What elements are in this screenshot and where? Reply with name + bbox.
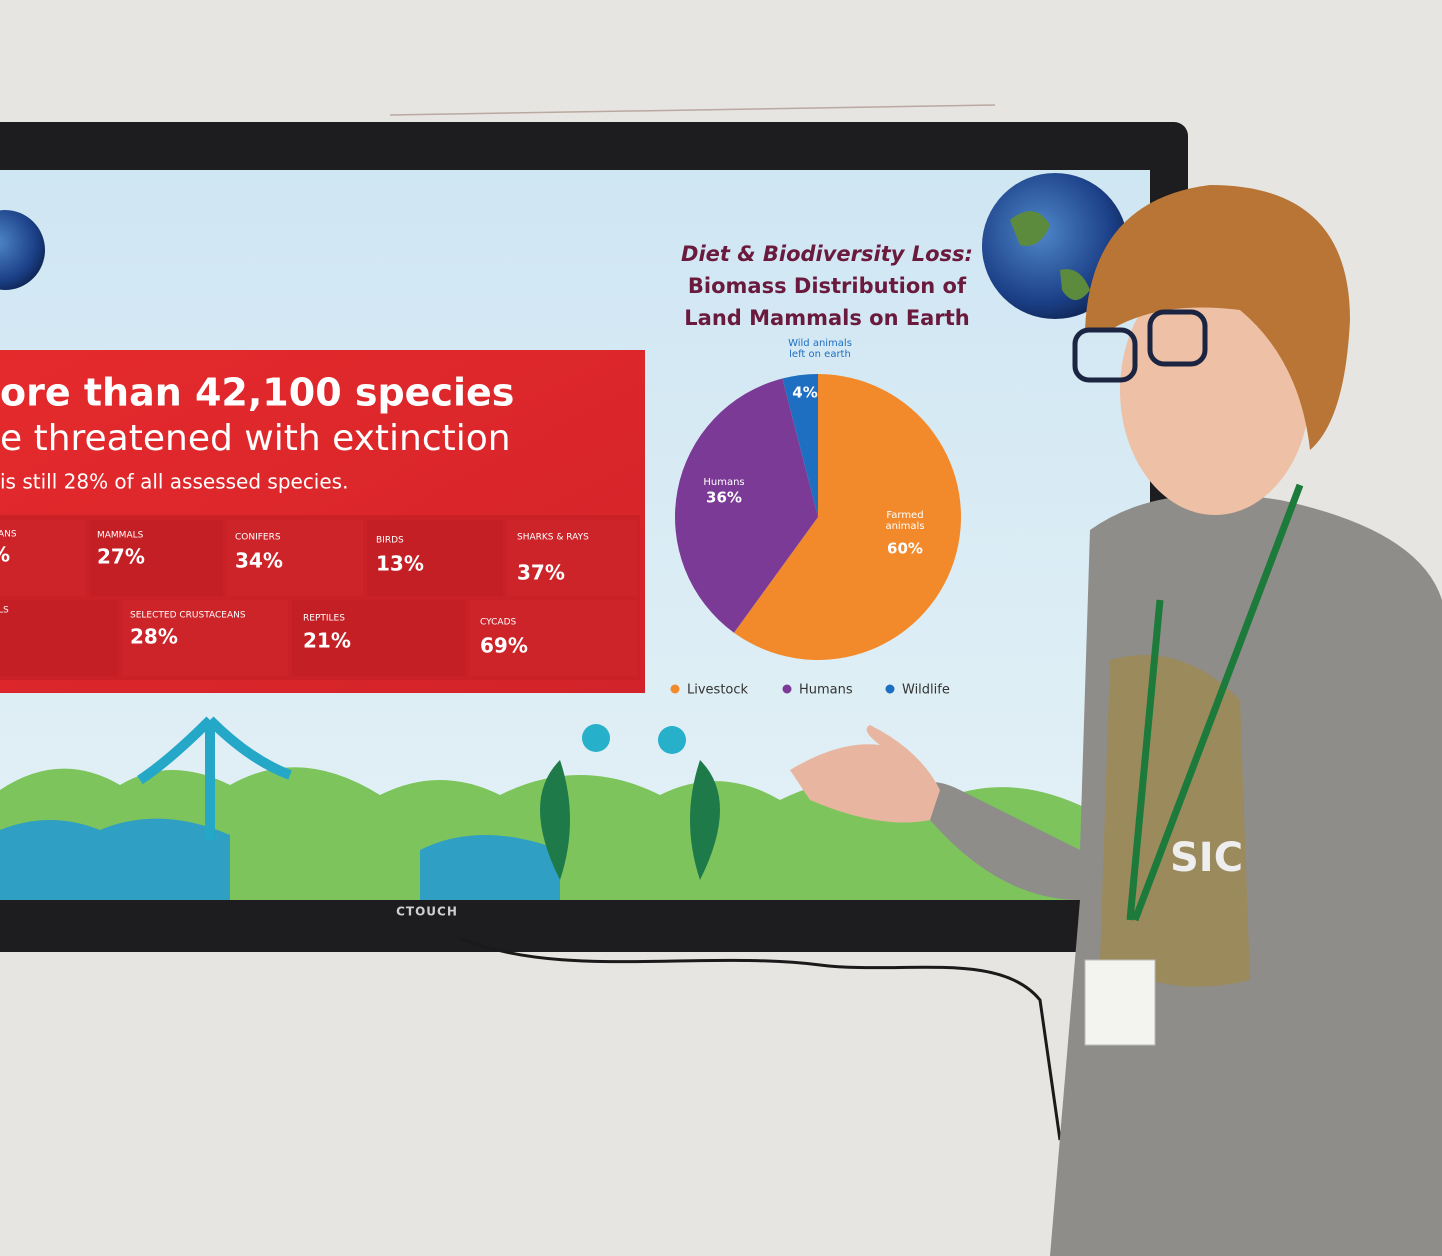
chart-title: Biomass Distribution of <box>688 274 967 298</box>
tile-label: MAMMALS <box>97 531 144 541</box>
tile-label: CONIFERS <box>235 533 281 543</box>
continents <box>1010 211 1090 300</box>
slice-label: animals <box>885 521 924 532</box>
tile <box>0 600 118 676</box>
legend-swatch <box>782 684 792 694</box>
tile-label: BIRDS <box>376 536 404 546</box>
tile-label: ANS <box>0 530 17 540</box>
globe <box>982 173 1128 319</box>
chart-title: Land Mammals on Earth <box>684 306 969 330</box>
slice-label: left on earth <box>789 349 851 360</box>
tile-value: 27% <box>97 545 145 569</box>
chart-title: Diet & Biodiversity Loss: <box>681 242 973 266</box>
tile <box>470 600 638 676</box>
legend-swatch <box>885 684 895 694</box>
legend-label: Wildlife <box>902 683 950 698</box>
tile-label: LS <box>0 606 9 616</box>
legend-label: Humans <box>799 683 853 698</box>
tile-grid <box>0 520 638 676</box>
tile-value: 28% <box>130 625 178 649</box>
tile-label: CYCADS <box>480 618 517 628</box>
value-label: 36% <box>706 489 742 507</box>
tile <box>292 600 466 676</box>
pie-slice <box>782 374 818 517</box>
tile-value: 13% <box>376 552 424 576</box>
pie-chart: Diet & Biodiversity Loss: Biomass Distri… <box>670 242 973 698</box>
value-label: 60% <box>887 540 923 558</box>
tile <box>227 520 363 596</box>
tile-value: 69% <box>480 634 528 658</box>
tile <box>367 520 503 596</box>
cable <box>459 936 1062 1141</box>
tile-label: SELECTED CRUSTACEANS <box>130 611 246 621</box>
slice-label: Farmed <box>886 510 923 521</box>
tile <box>90 520 223 596</box>
tile-value: 21% <box>303 629 351 653</box>
tile <box>0 520 86 596</box>
tile-value: 37% <box>517 561 565 585</box>
tile <box>122 600 288 676</box>
subheadline: is still 28% of all assessed species. <box>0 470 348 494</box>
brand: CTOUCH <box>396 905 458 919</box>
shirt-print: SIC <box>1170 835 1243 881</box>
tile-label: REPTILES <box>303 614 345 624</box>
headline: e threatened with extinction <box>0 418 511 459</box>
headline: ore than 42,100 species <box>0 371 514 415</box>
slice-label: Humans <box>703 477 744 488</box>
tile-value: % <box>0 543 10 567</box>
value-label: 4% <box>792 384 817 402</box>
legend-swatch <box>670 684 680 694</box>
tile-label: SHARKS & RAYS <box>517 533 589 543</box>
pie-slice <box>675 378 818 633</box>
wire <box>389 104 996 116</box>
pie-slice <box>733 374 961 660</box>
legend-label: Livestock <box>687 683 749 698</box>
tile <box>507 520 638 596</box>
presenter: SIC <box>790 185 1442 1256</box>
tile-value: 34% <box>235 549 283 573</box>
slice-label: Wild animals <box>788 338 852 349</box>
globe <box>0 210 45 290</box>
